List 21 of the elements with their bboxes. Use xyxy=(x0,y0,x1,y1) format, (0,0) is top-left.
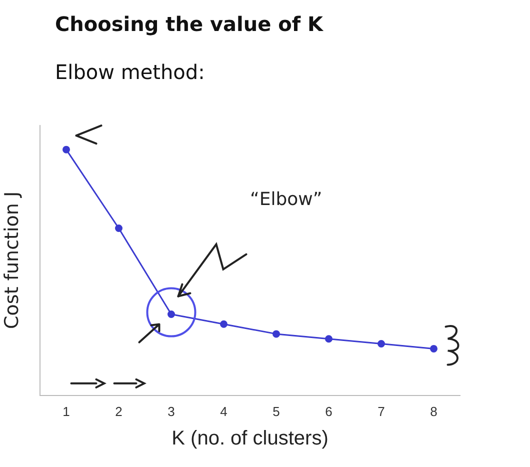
x-tick-label: 8 xyxy=(430,404,438,419)
point xyxy=(168,310,175,318)
x-tick-label: 3 xyxy=(168,404,175,419)
point xyxy=(272,330,280,338)
x-tick-label: 1 xyxy=(62,404,70,419)
x-axis-title: K (no. of clusters) xyxy=(172,428,328,450)
point xyxy=(325,335,332,343)
x-tick-label: 5 xyxy=(272,404,280,419)
chart-subtitle: Elbow method: xyxy=(55,60,205,84)
x-tick-label: 6 xyxy=(325,404,332,419)
annotation: “Elbow” xyxy=(250,189,322,210)
x-tick-label: 4 xyxy=(220,404,228,419)
point xyxy=(115,224,122,232)
point xyxy=(220,320,228,328)
point xyxy=(430,344,438,352)
point xyxy=(378,340,385,348)
chart-title: Choosing the value of K xyxy=(55,12,324,36)
x-tick-label: 2 xyxy=(115,404,122,419)
x-tick-label: 7 xyxy=(378,404,385,419)
y-axis-title: Cost function J xyxy=(1,191,23,329)
point xyxy=(62,146,70,154)
